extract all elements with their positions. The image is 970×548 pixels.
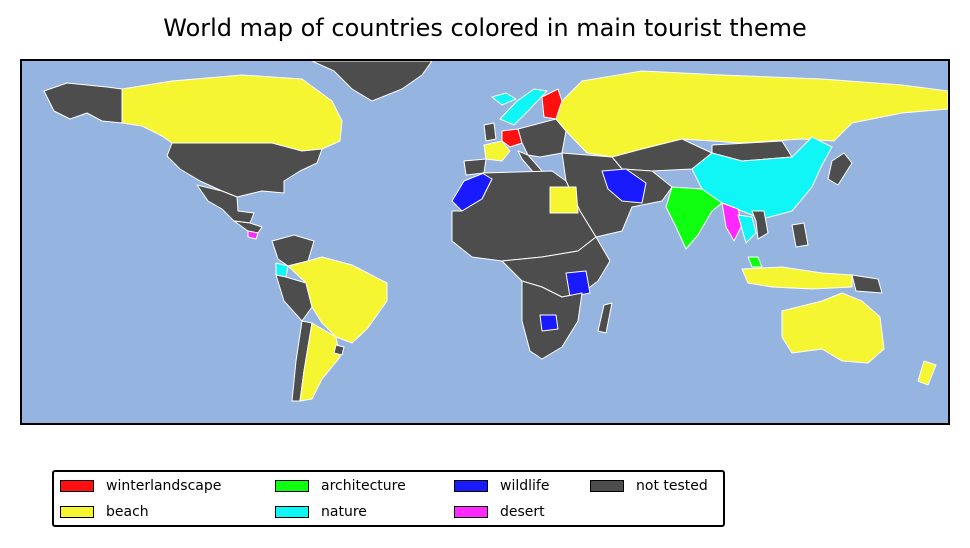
legend-swatch — [275, 506, 309, 518]
legend-swatch — [454, 480, 488, 492]
region-mexico — [196, 184, 255, 224]
legend-swatch — [275, 480, 309, 492]
region-argentina — [299, 322, 341, 402]
region-philippines — [791, 222, 809, 248]
legend-swatch — [590, 480, 624, 492]
legend-item-beach: beach — [60, 503, 149, 521]
legend-item-nature: nature — [275, 503, 367, 521]
region-new-zealand — [917, 360, 937, 386]
region-japan — [827, 152, 853, 186]
region-iceland — [491, 92, 517, 106]
region-france — [483, 140, 511, 162]
legend-item-wildlife: wildlife — [454, 477, 549, 495]
region-india — [665, 186, 723, 250]
region-tanzania — [565, 270, 591, 298]
region-australia — [781, 292, 885, 364]
region-united-kingdom — [483, 122, 497, 142]
region-myanmar — [721, 202, 743, 242]
region-madagascar — [597, 302, 613, 334]
legend-swatch — [454, 506, 488, 518]
legend-item-not-tested: not tested — [590, 477, 708, 495]
region-alaska — [43, 82, 123, 124]
legend-label: winterlandscape — [106, 478, 222, 494]
region-indonesia — [741, 266, 853, 290]
map-title: World map of countries colored in main t… — [163, 14, 807, 42]
legend-label: wildlife — [500, 478, 550, 494]
region-zimbabwe — [539, 314, 559, 332]
region-malaysia — [747, 256, 763, 268]
legend-label: desert — [500, 504, 545, 520]
map-legend: winterlandscape architecture wildlife no… — [52, 470, 725, 527]
region-central-america — [233, 220, 263, 234]
legend-swatch — [60, 506, 94, 518]
region-iran — [601, 168, 647, 204]
region-germany — [501, 128, 523, 148]
region-canada — [121, 74, 343, 152]
legend-label: beach — [106, 504, 149, 520]
region-uruguay — [333, 344, 345, 356]
region-norway — [499, 88, 548, 126]
legend-item-winterlandscape: winterlandscape — [60, 477, 221, 495]
region-greenland — [311, 61, 433, 102]
region-thailand — [737, 214, 757, 244]
legend-label: nature — [321, 504, 367, 520]
world-map-canvas — [43, 61, 948, 402]
region-vietnam — [751, 210, 769, 240]
region-brazil — [287, 256, 388, 344]
region-united-states — [166, 142, 323, 198]
world-map — [20, 59, 950, 425]
legend-label: not tested — [636, 478, 708, 494]
legend-item-desert: desert — [454, 503, 545, 521]
legend-item-architecture: architecture — [275, 477, 406, 495]
region-costa-rica — [247, 230, 259, 240]
region-egypt — [549, 186, 579, 214]
legend-swatch — [60, 480, 94, 492]
region-eastern-europe — [517, 118, 567, 158]
region-papua-new-guinea — [851, 274, 883, 294]
legend-label: architecture — [321, 478, 406, 494]
